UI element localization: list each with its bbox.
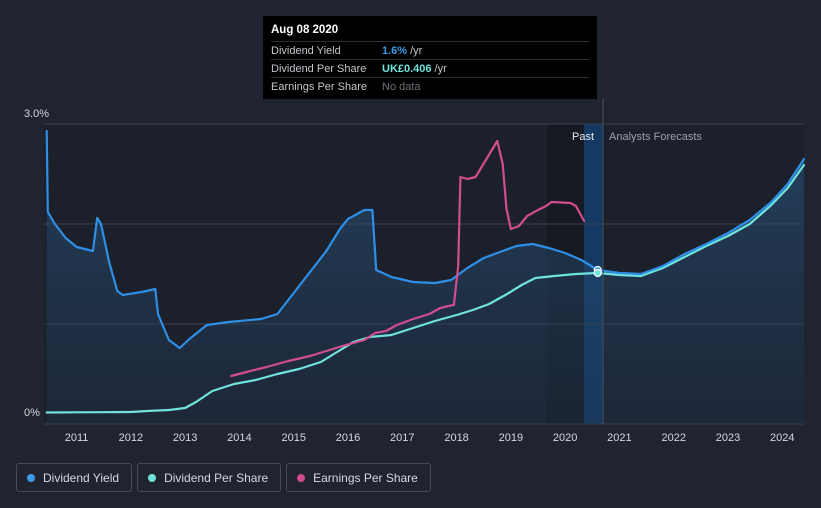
tooltip-unit: /yr — [410, 44, 423, 57]
tooltip-label: Dividend Per Share — [271, 62, 367, 75]
dividend-yield-line — [45, 129, 599, 350]
x-tick-label: 2013 — [173, 432, 197, 444]
tooltip-date: Aug 08 2020 — [271, 24, 339, 36]
dividend-yield-dot-icon — [27, 473, 35, 482]
x-tick-label: 2014 — [227, 432, 251, 444]
tooltip-row-eps: Earnings Per Share No data — [271, 77, 589, 95]
x-tick-label: 2024 — [770, 432, 794, 444]
y-label-bottom: 0% — [24, 407, 40, 419]
tooltip-value: UK£0.406 — [382, 62, 432, 75]
x-tick-label: 2019 — [499, 432, 523, 444]
legend-item-earnings-per-share[interactable]: Earnings Per Share — [286, 463, 431, 492]
dividend-per-share-dot-icon — [148, 473, 157, 482]
x-tick-label: 2022 — [661, 432, 685, 444]
x-tick-label: 2016 — [336, 432, 360, 444]
tooltip-value: No data — [382, 80, 421, 93]
y-label-top: 3.0% — [24, 108, 49, 120]
dividend-yield-area — [46, 131, 804, 424]
legend-label: Earnings Per Share — [313, 470, 418, 485]
x-tick-label: 2012 — [119, 432, 143, 444]
x-tick-label: 2015 — [281, 432, 305, 444]
tooltip-label: Dividend Yield — [271, 44, 341, 57]
legend-item-dividend-per-share[interactable]: Dividend Per Share — [137, 463, 282, 492]
x-tick-label: 2020 — [553, 432, 577, 444]
x-tick-label: 2011 — [65, 432, 89, 444]
tooltip-value: 1.6% — [382, 44, 408, 57]
legend-item-dividend-yield[interactable]: Dividend Yield — [16, 463, 133, 492]
past-label: Past — [572, 131, 594, 143]
legend-label: Dividend Yield — [43, 470, 120, 485]
dividend-per-share-marker — [593, 268, 602, 278]
x-tick-label: 2018 — [444, 432, 468, 444]
tooltip: Aug 08 2020 Dividend Yield 1.6% /yr Divi… — [263, 16, 597, 99]
tooltip-row-yield: Dividend Yield 1.6% /yr — [271, 41, 589, 59]
x-tick-label: 2017 — [390, 432, 414, 444]
x-tick-label: 2021 — [607, 432, 631, 444]
tooltip-label: Earnings Per Share — [271, 80, 367, 93]
tooltip-unit: /yr — [434, 62, 447, 75]
tooltip-row-dps: Dividend Per Share UK£0.406 /yr — [271, 59, 589, 77]
earnings-per-share-line — [230, 139, 586, 378]
earnings-per-share-dot-icon — [297, 473, 306, 482]
x-tick-label: 2023 — [716, 432, 740, 444]
legend: Dividend Yield Dividend Per Share Earnin… — [16, 463, 436, 492]
dividend-per-share-line — [45, 163, 806, 414]
dividend-yield-forecast-line — [596, 157, 806, 276]
forecast-label: Analysts Forecasts — [609, 131, 702, 143]
legend-label: Dividend Per Share — [164, 470, 269, 485]
